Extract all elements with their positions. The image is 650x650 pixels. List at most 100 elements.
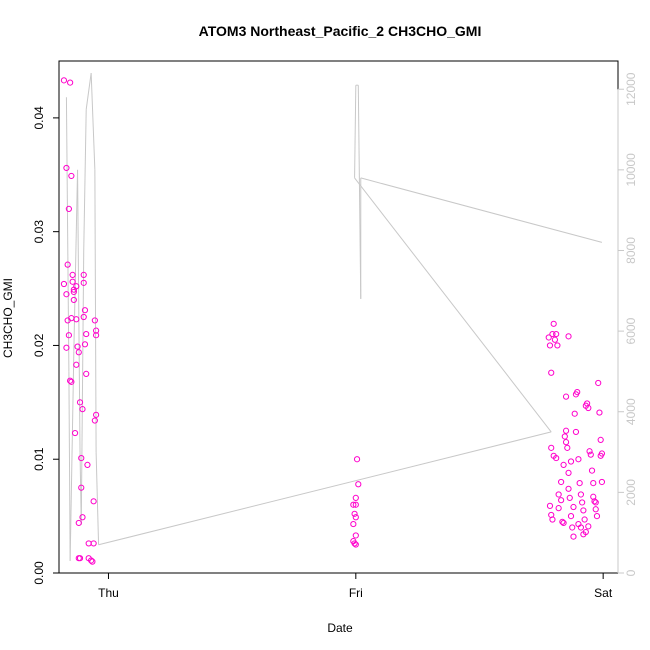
data-point — [63, 291, 70, 298]
data-point — [70, 296, 77, 304]
y2-tick-label: 0 — [624, 569, 638, 576]
data-point — [79, 514, 86, 521]
data-point — [67, 79, 74, 86]
data-point — [577, 491, 584, 498]
data-point — [596, 409, 603, 416]
data-point — [83, 330, 90, 338]
data-point — [580, 531, 587, 538]
data-point — [553, 330, 560, 338]
altitude-line-segment — [360, 177, 603, 243]
data-point — [553, 454, 560, 462]
altitude-line-segment — [73, 169, 79, 352]
data-point — [546, 342, 554, 349]
data-point — [550, 320, 557, 327]
data-point — [560, 519, 567, 527]
data-point — [555, 505, 562, 512]
y2-tick-label: 10000 — [624, 153, 638, 187]
y-axis-label: CH3CHO_GMI — [1, 278, 15, 358]
data-point — [551, 336, 559, 343]
data-point — [91, 317, 98, 324]
data-point — [73, 316, 80, 323]
data-point — [64, 261, 71, 268]
data-point — [355, 481, 362, 488]
data-point — [567, 513, 575, 520]
data-point — [566, 494, 573, 502]
data-point — [565, 485, 572, 492]
data-point — [352, 532, 359, 539]
data-point — [65, 332, 72, 339]
data-point — [585, 523, 592, 530]
data-point — [567, 458, 575, 465]
data-point — [80, 313, 87, 321]
data-point — [88, 557, 95, 564]
data-point — [60, 280, 68, 288]
data-point — [85, 540, 92, 547]
data-point — [93, 327, 100, 334]
data-point — [565, 469, 572, 476]
data-point — [548, 369, 555, 376]
data-point — [91, 417, 98, 424]
data-point — [562, 439, 570, 446]
data-point — [593, 513, 601, 520]
data-point — [73, 361, 80, 368]
altitude-line-segment — [94, 169, 97, 453]
data-point — [587, 451, 594, 458]
data-point — [559, 518, 566, 525]
data-point — [93, 332, 100, 339]
data-point — [545, 334, 552, 341]
y2-tick-label: 2000 — [624, 479, 638, 506]
ch3cho-points-series — [60, 77, 606, 565]
data-point — [352, 514, 359, 521]
data-point — [74, 343, 81, 350]
x-tick-label: Fri — [349, 586, 363, 600]
y-tick-label: 0.02 — [32, 333, 46, 357]
altitude-line-segment — [69, 351, 75, 561]
x-tick-label: Thu — [98, 586, 119, 600]
data-point — [351, 540, 358, 547]
data-point — [63, 164, 70, 172]
data-point — [590, 493, 597, 500]
data-point — [595, 379, 602, 387]
data-point — [590, 480, 597, 487]
altitude-line-segment — [90, 73, 96, 170]
data-point — [575, 456, 582, 463]
altitude-line-segment — [68, 371, 71, 561]
data-point — [353, 456, 361, 463]
data-point — [575, 520, 582, 528]
data-point — [68, 378, 75, 385]
data-point — [558, 497, 565, 504]
data-point — [90, 498, 97, 505]
data-point — [81, 307, 89, 314]
altitude-line-segment — [354, 85, 357, 178]
data-point — [75, 519, 82, 527]
data-point — [560, 461, 567, 469]
data-point — [598, 450, 606, 457]
y-tick-label: 0.03 — [32, 220, 46, 244]
altitude-line-segment — [83, 109, 87, 251]
y2-tick-label: 12000 — [624, 72, 638, 106]
data-point — [572, 428, 580, 436]
data-point — [548, 444, 555, 451]
y-tick-label: 0.01 — [32, 447, 46, 471]
data-point — [352, 541, 359, 548]
data-point — [549, 330, 556, 338]
data-point — [588, 467, 596, 474]
data-point — [78, 454, 85, 462]
data-point — [78, 484, 85, 491]
data-point — [555, 491, 562, 498]
data-point — [570, 533, 577, 540]
altitude-line-segment — [85, 73, 92, 110]
data-point — [89, 558, 96, 565]
data-point — [63, 344, 70, 351]
plot-frame — [58, 60, 619, 574]
altitude-line-segment — [65, 97, 70, 372]
data-point — [571, 410, 578, 417]
altitude-line-segment — [80, 250, 85, 525]
data-point — [562, 427, 570, 434]
data-point — [350, 520, 357, 528]
data-point — [352, 494, 359, 502]
data-point — [93, 411, 100, 418]
x-axis-label: Date — [327, 621, 353, 635]
data-point — [69, 271, 76, 279]
